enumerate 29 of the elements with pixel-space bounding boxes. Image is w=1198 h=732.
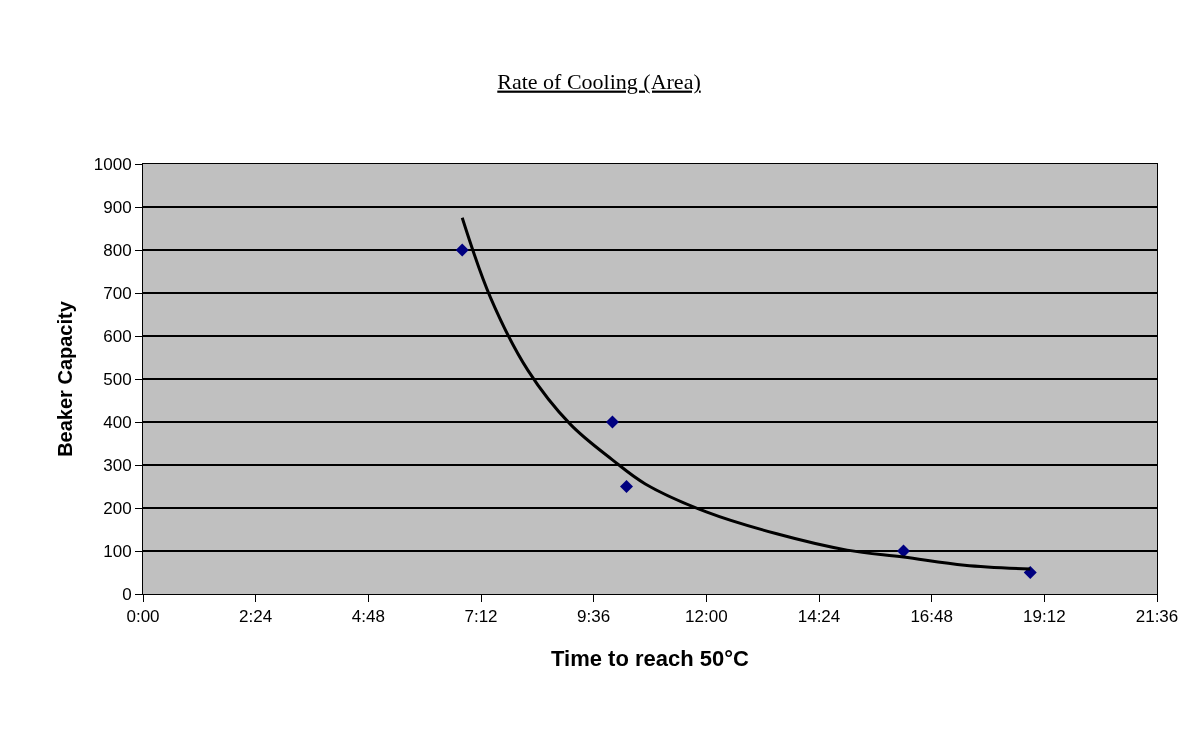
y-tick-label: 400 — [103, 412, 132, 432]
x-tick-label: 16:48 — [910, 607, 953, 627]
x-tick-label: 4:48 — [351, 607, 385, 627]
chart-title: Rate of Cooling (Area) — [497, 68, 701, 94]
x-tick-label: 19:12 — [1023, 607, 1066, 627]
y-axis-title: Beaker Capacity — [54, 300, 77, 457]
x-tick-label: 12:00 — [685, 607, 728, 627]
x-axis-title: Time to reach 50°C — [551, 646, 750, 672]
point — [1023, 566, 1037, 579]
y-tick-label: 500 — [103, 369, 132, 389]
x-tick-label: 21:36 — [1135, 607, 1179, 627]
x-tick-label: 14:24 — [797, 607, 841, 627]
y-tick-label: 0 — [122, 584, 132, 604]
y-tick-label: 200 — [103, 498, 132, 518]
x-tick-label: 0:00 — [126, 607, 160, 627]
y-tick-label: 100 — [103, 541, 132, 561]
y-tick-label: 900 — [103, 197, 132, 217]
x-tick-label: 7:12 — [464, 607, 498, 627]
x-tick-label: 9:36 — [577, 607, 611, 627]
x-tick-label: 2:24 — [239, 607, 273, 627]
point — [620, 480, 634, 493]
y-tick-label: 800 — [103, 240, 132, 260]
point — [455, 243, 469, 257]
y-tick-label: 700 — [103, 283, 132, 303]
point — [605, 415, 619, 429]
y-tick-label: 300 — [103, 455, 132, 475]
y-tick-label: 1000 — [93, 154, 132, 174]
y-tick-label: 600 — [103, 326, 132, 346]
point — [897, 544, 910, 558]
